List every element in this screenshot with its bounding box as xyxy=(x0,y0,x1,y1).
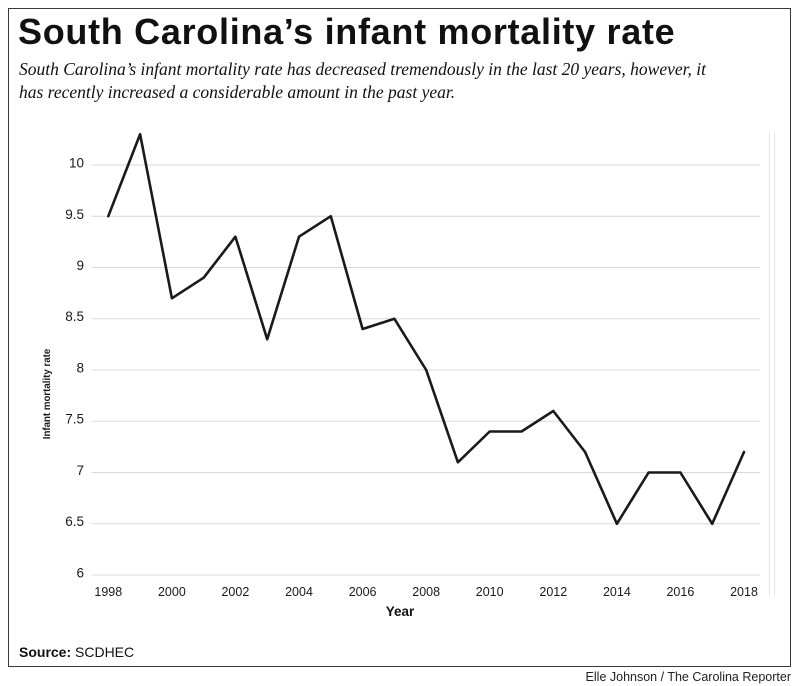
svg-text:2008: 2008 xyxy=(412,585,440,598)
svg-text:2012: 2012 xyxy=(539,585,567,598)
svg-text:7.5: 7.5 xyxy=(65,412,84,427)
svg-text:9.5: 9.5 xyxy=(65,207,84,222)
svg-text:2010: 2010 xyxy=(476,585,504,598)
svg-text:Infant mortality rate: Infant mortality rate xyxy=(42,348,53,439)
svg-text:2018: 2018 xyxy=(730,585,758,598)
svg-text:8: 8 xyxy=(76,361,84,376)
svg-text:6: 6 xyxy=(76,566,84,581)
svg-text:10: 10 xyxy=(69,156,84,171)
svg-text:6.5: 6.5 xyxy=(65,514,84,529)
svg-text:2000: 2000 xyxy=(158,585,186,598)
svg-text:1998: 1998 xyxy=(94,585,122,598)
svg-text:9: 9 xyxy=(76,258,84,273)
svg-text:2002: 2002 xyxy=(221,585,249,598)
svg-text:2016: 2016 xyxy=(666,585,694,598)
svg-text:2004: 2004 xyxy=(285,585,313,598)
svg-text:2006: 2006 xyxy=(349,585,377,598)
svg-text:2014: 2014 xyxy=(603,585,631,598)
svg-text:8.5: 8.5 xyxy=(65,309,84,324)
svg-text:7: 7 xyxy=(76,463,84,478)
